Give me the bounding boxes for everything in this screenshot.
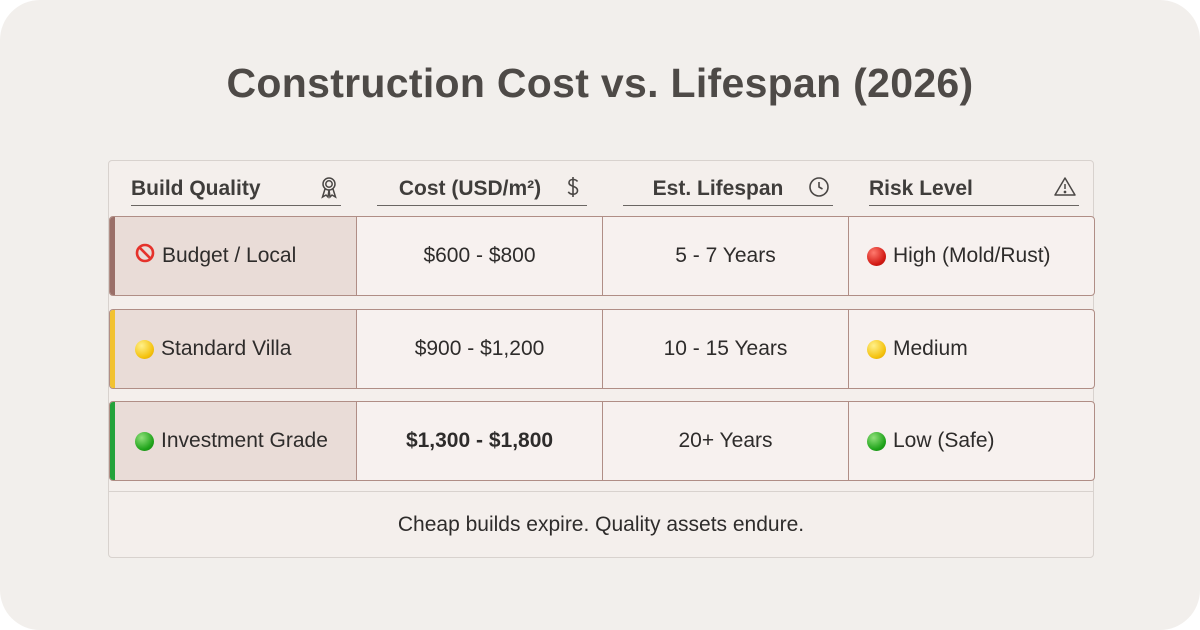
prohibited-icon	[135, 243, 155, 269]
risk-label: Low (Safe)	[893, 429, 995, 452]
column-header-risk: Risk Level	[869, 173, 1079, 206]
cell-build-quality: Budget / Local	[115, 217, 356, 295]
page-title: Construction Cost vs. Lifespan (2026)	[226, 60, 974, 106]
row-accent-bar	[110, 217, 115, 295]
column-header-label: Cost (USD/m²)	[398, 177, 542, 200]
cell-lifespan: 10 - 15 Years	[663, 337, 788, 360]
cell-divider	[848, 402, 849, 480]
table-footer-note: Cheap builds expire. Quality assets endu…	[109, 491, 1093, 558]
row-accent-bar	[110, 310, 115, 388]
comparison-table: Build Quality Cost (USD/m²) Est. Lifes	[108, 160, 1095, 558]
table-row: Investment Grade $1,300 - $1,800 20+ Yea…	[109, 401, 1095, 481]
column-header-cost: Cost (USD/m²)	[377, 173, 587, 206]
build-quality-label: Budget / Local	[162, 244, 297, 267]
column-header-label: Build Quality	[131, 177, 261, 200]
cell-risk: High (Mold/Rust)	[849, 217, 1094, 295]
build-quality-label: Standard Villa	[161, 337, 292, 360]
cell-divider	[602, 310, 603, 388]
cell-risk: Medium	[849, 310, 1094, 388]
cell-divider	[602, 217, 603, 295]
table-row: Budget / Local $600 - $800 5 - 7 Years H…	[109, 216, 1095, 296]
column-header-build-quality: Build Quality	[131, 173, 341, 206]
risk-label: Medium	[893, 337, 968, 360]
yellow-circle-icon	[867, 339, 886, 359]
cell-divider	[848, 310, 849, 388]
cell-lifespan: 5 - 7 Years	[675, 244, 776, 267]
yellow-circle-icon	[135, 339, 154, 359]
cell-divider	[356, 217, 357, 295]
green-circle-icon	[867, 431, 886, 451]
cell-divider	[356, 402, 357, 480]
cell-build-quality: Standard Villa	[115, 310, 356, 388]
dollar-icon	[561, 175, 585, 199]
clock-icon	[807, 175, 831, 199]
column-header-lifespan: Est. Lifespan	[623, 173, 833, 206]
cell-lifespan: 20+ Years	[678, 429, 773, 452]
green-circle-icon	[135, 431, 154, 451]
cell-cost: $1,300 - $1,800	[405, 429, 554, 452]
cell-risk: Low (Safe)	[849, 402, 1094, 480]
cell-cost: $600 - $800	[423, 244, 536, 267]
cell-divider	[602, 402, 603, 480]
warning-triangle-icon	[1053, 175, 1077, 199]
cell-cost: $900 - $1,200	[414, 337, 545, 360]
cell-divider	[356, 310, 357, 388]
build-quality-label: Investment Grade	[161, 429, 328, 452]
table-row: Standard Villa $900 - $1,200 10 - 15 Yea…	[109, 309, 1095, 389]
red-circle-icon	[867, 246, 886, 266]
risk-label: High (Mold/Rust)	[893, 244, 1051, 267]
cell-divider	[848, 217, 849, 295]
column-header-label: Risk Level	[869, 177, 973, 200]
award-ribbon-icon	[317, 175, 341, 199]
cell-build-quality: Investment Grade	[115, 402, 356, 480]
column-header-label: Est. Lifespan	[652, 177, 784, 200]
row-accent-bar	[110, 402, 115, 480]
